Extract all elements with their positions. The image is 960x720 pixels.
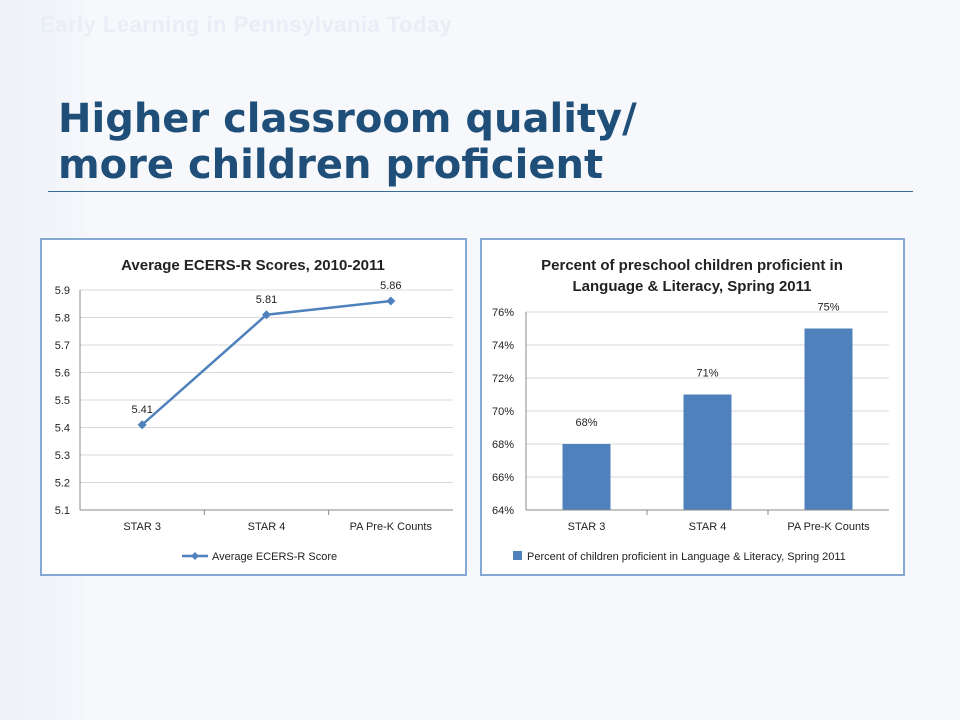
chart-title: Average ECERS-R Scores, 2010-2011 — [121, 257, 385, 274]
slide-header: Early Learning in Pennsylvania Today — [40, 12, 453, 37]
chart-title-line-2: Language & Literacy, Spring 2011 — [573, 278, 812, 295]
legend-marker — [191, 552, 199, 560]
y-tick-label: 5.8 — [55, 313, 70, 325]
legend-swatch — [513, 551, 522, 560]
ecers-chart-svg: Average ECERS-R Scores, 2010-2011 5.9 5.8… — [55, 257, 453, 563]
data-label: 5.41 — [131, 404, 152, 416]
y-tick-label: 76% — [492, 307, 514, 319]
data-label: 5.81 — [256, 294, 277, 306]
y-tick-label: 5.3 — [55, 450, 70, 462]
title-divider — [48, 191, 913, 192]
ecers-line-chart: Average ECERS-R Scores, 2010-2011 5.9 5.8… — [40, 238, 467, 576]
x-tick-label: STAR 3 — [568, 521, 606, 533]
y-tick-label: 5.5 — [55, 395, 70, 407]
data-label: 75% — [817, 302, 839, 314]
data-label: 5.86 — [380, 280, 401, 292]
slide-title: Higher classroom quality/ more children … — [58, 96, 637, 188]
y-tick-label: 5.6 — [55, 368, 70, 380]
bar — [683, 394, 732, 510]
y-tick-label: 5.2 — [55, 478, 70, 490]
y-tick-label: 66% — [492, 472, 514, 484]
data-label: 68% — [575, 417, 597, 429]
y-tick-label: 72% — [492, 373, 514, 385]
y-tick-label: 5.4 — [55, 423, 70, 435]
y-tick-label: 64% — [492, 505, 514, 517]
title-line-1: Higher classroom quality/ — [58, 96, 637, 142]
legend-label: Percent of children proficient in Langua… — [527, 551, 846, 563]
data-label: 71% — [696, 368, 718, 380]
x-tick-label: PA Pre-K Counts — [787, 521, 870, 533]
y-tick-label: 70% — [492, 406, 514, 418]
x-tick-label: STAR 4 — [689, 521, 727, 533]
chart-title-line-1: Percent of preschool children proficient… — [541, 257, 843, 274]
data-point — [262, 310, 271, 320]
data-point — [386, 296, 396, 306]
y-tick-label: 5.1 — [55, 505, 70, 517]
y-tick-label: 68% — [492, 439, 514, 451]
series-line — [141, 299, 391, 426]
x-tick-label: STAR 4 — [248, 521, 286, 533]
proficiency-bar-chart: Percent of preschool children proficient… — [480, 238, 905, 576]
legend-label: Average ECERS-R Score — [212, 551, 337, 563]
bar — [804, 328, 853, 510]
y-tick-label: 5.9 — [55, 285, 70, 297]
title-line-2: more children proficient — [58, 142, 604, 188]
bar — [562, 444, 611, 510]
proficiency-chart-svg: Percent of preschool children proficient… — [492, 257, 889, 563]
x-tick-label: PA Pre-K Counts — [350, 521, 433, 533]
data-point — [137, 420, 147, 430]
x-tick-label: STAR 3 — [123, 521, 161, 533]
y-tick-label: 5.7 — [55, 340, 70, 352]
y-tick-label: 74% — [492, 340, 514, 352]
